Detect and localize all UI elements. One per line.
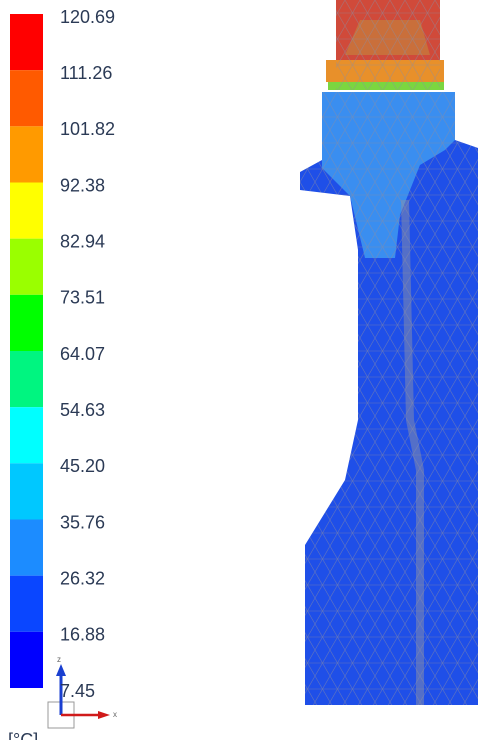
legend-band bbox=[10, 126, 43, 182]
legend-label: 7.45 bbox=[60, 681, 95, 701]
axis-x: x bbox=[113, 710, 117, 719]
legend-label: 82.94 bbox=[60, 231, 105, 251]
legend-label: 45.20 bbox=[60, 456, 105, 476]
legend-band bbox=[10, 520, 43, 576]
page: {"legend":{"labels":["120.69","111.26","… bbox=[0, 0, 478, 740]
legend-band bbox=[10, 632, 43, 688]
unit: [°C] bbox=[8, 730, 38, 740]
model bbox=[300, 0, 478, 705]
legend-label: 92.38 bbox=[60, 175, 105, 195]
legend-band bbox=[10, 70, 43, 126]
legend-band bbox=[10, 407, 43, 463]
legend-band bbox=[10, 295, 43, 351]
legend-label: 54.63 bbox=[60, 400, 105, 420]
scene: z x [°C] 120.69 111.26 101.82 92.38 82.94 73.… bbox=[0, 0, 478, 740]
legend-label: 64.07 bbox=[60, 344, 105, 364]
legend-label: 101.82 bbox=[60, 119, 115, 139]
legend-band bbox=[10, 183, 43, 239]
legend-band bbox=[10, 463, 43, 519]
legend-label: 16.88 bbox=[60, 625, 105, 645]
legend-band bbox=[10, 351, 43, 407]
axis-z: z bbox=[57, 655, 61, 664]
legend-band bbox=[10, 576, 43, 632]
legend-label: 120.69 bbox=[60, 7, 115, 27]
legend-band bbox=[10, 14, 43, 70]
legend-band bbox=[10, 239, 43, 295]
legend-label: 35.76 bbox=[60, 512, 105, 532]
legend-label: 26.32 bbox=[60, 568, 105, 588]
legend-label: 111.26 bbox=[60, 63, 112, 83]
legend-label: 73.51 bbox=[60, 288, 105, 308]
